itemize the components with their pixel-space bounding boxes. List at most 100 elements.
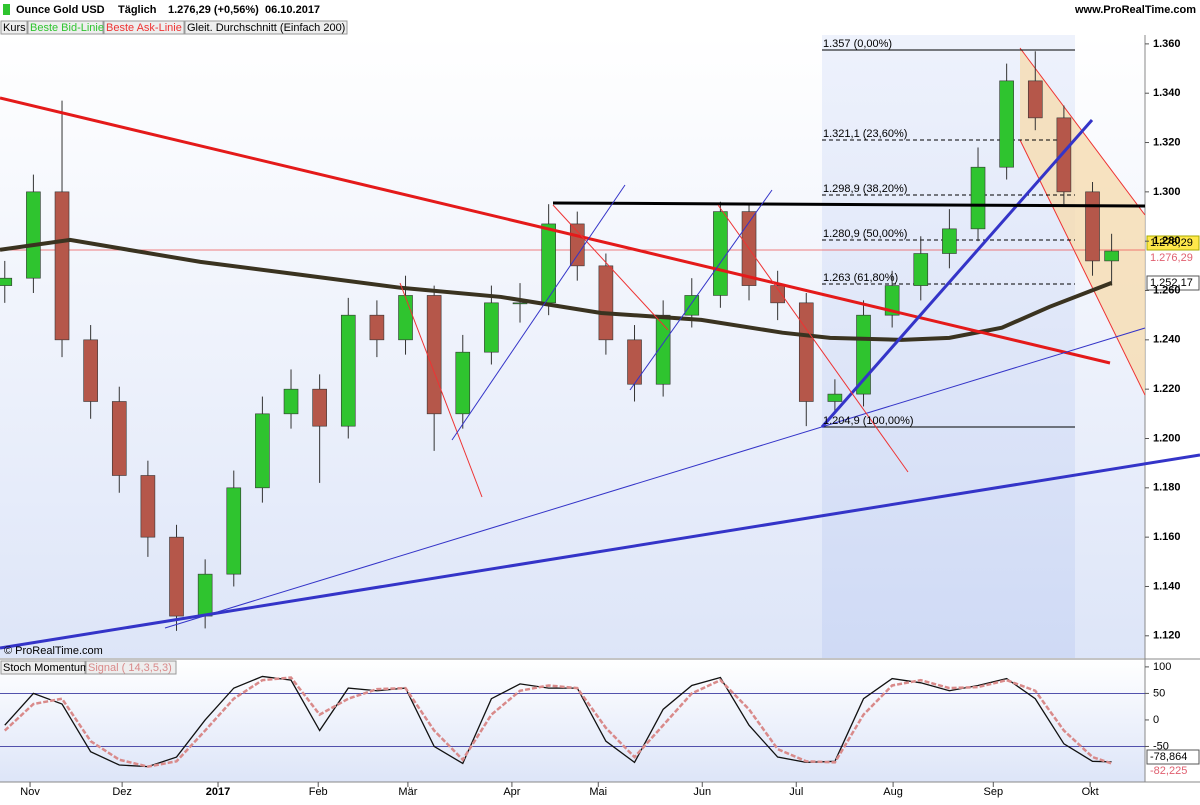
- y-tick-label: 1.200: [1153, 432, 1181, 444]
- y-tick-label: 1.320: [1153, 136, 1181, 148]
- y-tick-label: 0: [1153, 714, 1159, 726]
- period: Täglich: [118, 4, 157, 16]
- legend-box: [27, 20, 104, 35]
- logo-icon: [3, 4, 10, 15]
- y-tick-label: 1.120: [1153, 630, 1181, 642]
- candle-body: [884, 285, 900, 316]
- candle-body: [684, 295, 700, 316]
- x-tick-label: Mai: [589, 786, 607, 798]
- candle-body: [942, 228, 957, 254]
- copyright: © ProRealTime.com: [4, 645, 103, 657]
- channel: [1020, 48, 1145, 395]
- candle-body: [770, 285, 785, 304]
- candle-body: [970, 166, 986, 230]
- fib-label: 1.298,9 (38,20%): [823, 183, 907, 195]
- legend: Kurs Beste Bid-Linie Beste Ask-Linie Gle…: [0, 20, 348, 675]
- candle-body: [283, 388, 299, 415]
- candle-body: [827, 393, 843, 402]
- y-tick-label: 1.220: [1153, 383, 1181, 395]
- fib-label: 1.263 (61,80%): [823, 272, 898, 284]
- y-tick-label: 1.140: [1153, 580, 1181, 592]
- x-tick-label: Jun: [693, 786, 711, 798]
- price-label: 1.276,29: [1150, 252, 1193, 264]
- legend-box: [184, 20, 348, 35]
- candle-body: [340, 314, 356, 427]
- candle-body: [913, 253, 929, 286]
- x-tick-label: Okt: [1082, 786, 1099, 798]
- x-tick-label: Dez: [112, 786, 132, 798]
- legend-entry: Gleit. Durchschnitt (Einfach 200): [187, 22, 345, 34]
- x-tick-label: 2017: [206, 786, 230, 798]
- candle-body: [226, 487, 242, 575]
- fib-label: 1.280,9 (50,00%): [823, 228, 907, 240]
- legend-box: [85, 660, 177, 675]
- y-tick-label: 1.160: [1153, 531, 1181, 543]
- y-tick-label: 1.240: [1153, 334, 1181, 346]
- y-tick-label: 1.300: [1153, 186, 1181, 198]
- candle-body: [1027, 80, 1043, 119]
- signal-line: [3, 676, 1112, 768]
- price-label: 1.252,17: [1150, 277, 1193, 289]
- legend-entry: Signal ( 14,3,5,3): [88, 662, 172, 674]
- trendline: [0, 453, 1200, 650]
- legend-box: [0, 660, 86, 675]
- x-tick-label: Apr: [503, 786, 520, 798]
- candle-body: [455, 351, 471, 415]
- y-tick-label: 1.280: [1153, 235, 1181, 247]
- moving-average: [0, 237, 1113, 342]
- fib-label: 1.321,1 (23,60%): [823, 128, 907, 140]
- price-label: 1.276,29: [1150, 237, 1193, 249]
- candle-body: [83, 339, 98, 402]
- stoch-line: [4, 675, 1112, 768]
- legend-box: [0, 20, 28, 35]
- x-tick-label: Aug: [883, 786, 903, 798]
- candle-body: [255, 413, 270, 489]
- candle-body: [312, 388, 327, 427]
- candle-body: [1104, 250, 1119, 262]
- trendline: [0, 96, 1111, 365]
- y-tick-label: 1.180: [1153, 482, 1181, 494]
- candle-body: [111, 401, 127, 476]
- trendline: [451, 184, 626, 441]
- price-label: -78,864: [1150, 751, 1187, 763]
- candle-body: [197, 573, 213, 617]
- price-box: [1146, 235, 1200, 251]
- fib-label: 1.357 (0,00%): [823, 38, 892, 50]
- y-tick-label: 1.360: [1153, 38, 1181, 50]
- candle-body: [26, 191, 41, 279]
- title: Ounce Gold USD: [16, 4, 105, 16]
- stoch-panel: [0, 660, 1145, 782]
- candle-body: [426, 295, 442, 415]
- candle-body: [369, 314, 385, 341]
- candle-body: [655, 314, 671, 385]
- candle-body: [798, 302, 814, 402]
- fib-label: 1.204,9 (100,00%): [823, 415, 914, 427]
- legend-entry: Kurs: [3, 22, 26, 34]
- x-tick-label: Nov: [20, 786, 40, 798]
- trendline: [399, 282, 483, 498]
- trendline: [164, 327, 1146, 629]
- candle-body: [1056, 117, 1072, 193]
- date: 06.10.2017: [265, 4, 320, 16]
- candle-body: [598, 265, 614, 341]
- price-box: [1146, 275, 1200, 291]
- y-tick-label: 100: [1153, 661, 1171, 673]
- price-label: -82,225: [1150, 765, 1187, 777]
- x-tick-label: Jul: [789, 786, 803, 798]
- candles: [0, 51, 1119, 631]
- candle-body: [1085, 191, 1100, 262]
- quote: 1.276,29 (+0,56%): [168, 4, 259, 16]
- channel-bottom: [1019, 139, 1146, 396]
- candle-body: [54, 191, 70, 341]
- trendline: [552, 204, 669, 331]
- candle-body: [398, 295, 413, 341]
- y-tick-label: 1.260: [1153, 284, 1181, 296]
- site: www.ProRealTime.com: [1074, 4, 1196, 16]
- candle-body: [0, 277, 13, 286]
- price-box: [1146, 749, 1200, 765]
- y-tick-label: 1.340: [1153, 87, 1181, 99]
- legend-entry: Beste Ask-Linie: [106, 22, 182, 34]
- trendline: [629, 189, 773, 391]
- trendline: [820, 119, 1094, 428]
